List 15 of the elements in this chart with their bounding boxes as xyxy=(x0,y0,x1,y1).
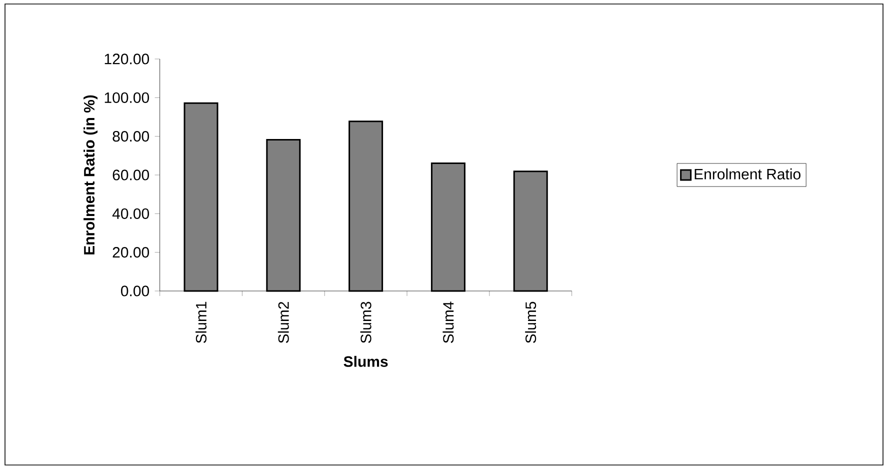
legend-label: Enrolment Ratio xyxy=(694,168,800,180)
y-tick-label: 60.00 xyxy=(112,170,150,180)
y-tick-label: 40.00 xyxy=(112,208,150,219)
y-tick-label: 0.00 xyxy=(121,286,150,296)
y-tick-label: 20.00 xyxy=(112,247,150,258)
y-tick-label: 80.00 xyxy=(112,131,150,142)
x-tick-label: Slum3 xyxy=(360,302,372,344)
y-tick-label: 120.00 xyxy=(104,54,150,64)
x-axis-title: Slums xyxy=(344,356,388,367)
y-tick-label: 100.00 xyxy=(104,92,150,103)
x-tick-label: Slum2 xyxy=(278,302,289,344)
x-tick-label: Slum5 xyxy=(525,302,536,344)
y-axis-title: Enrolment Ratio (in %) xyxy=(84,95,98,254)
x-tick-label: Slum1 xyxy=(195,302,207,344)
x-tick-label: Slum4 xyxy=(442,302,454,344)
